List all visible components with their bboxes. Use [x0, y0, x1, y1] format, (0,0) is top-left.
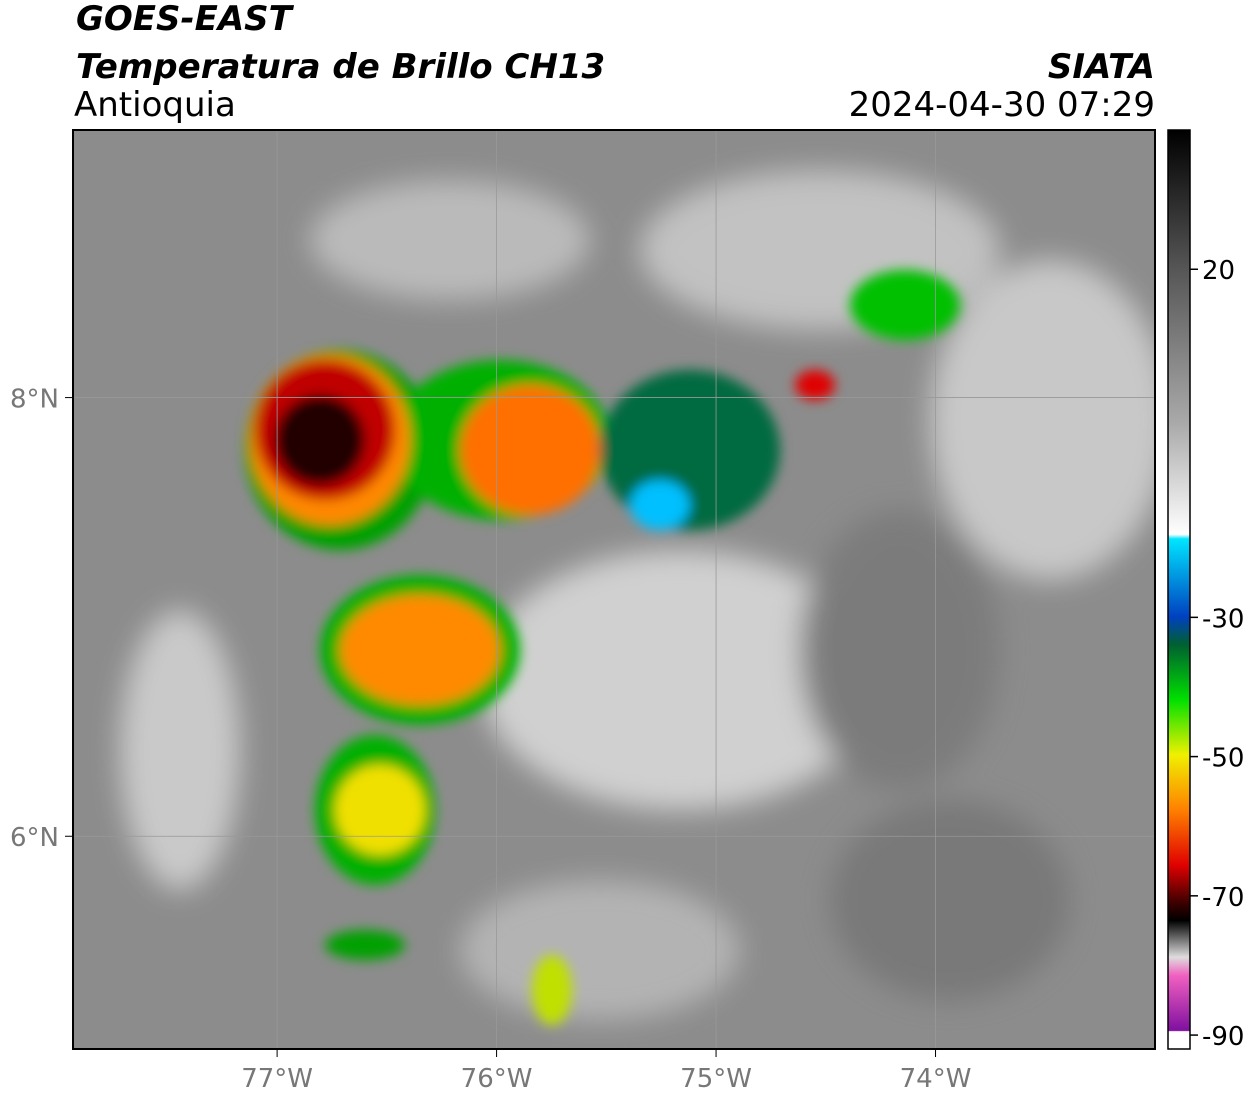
colorbar-tick-label: -50 [1202, 744, 1244, 774]
y-tick-label: 6°N [10, 823, 59, 853]
x-tick-label: 76°W [461, 1064, 533, 1094]
title: GOES-EAST [76, 0, 295, 39]
grid [73, 130, 1155, 1049]
x-tick-label: 74°W [900, 1064, 972, 1094]
colorbar-tick-label: 20 [1202, 256, 1235, 286]
region: Antioquia [74, 85, 236, 125]
map-frame [72, 129, 1156, 1050]
colorbar [1167, 129, 1191, 1050]
colorbar-tick-label: -90 [1202, 1022, 1244, 1052]
datetime: 2024-04-30 07:29 [849, 85, 1155, 125]
satellite-image [73, 130, 1155, 1049]
colorbar-tick-label: -30 [1202, 604, 1244, 634]
x-tick-label: 77°W [241, 1064, 313, 1094]
y-tick-label: 8°N [10, 385, 59, 415]
subtitle: Temperatura de Brillo CH13 [76, 47, 605, 87]
x-tick-label: 75°W [680, 1064, 752, 1094]
colorbar-tick-label: -70 [1202, 883, 1244, 913]
source: SIATA [1048, 47, 1155, 87]
